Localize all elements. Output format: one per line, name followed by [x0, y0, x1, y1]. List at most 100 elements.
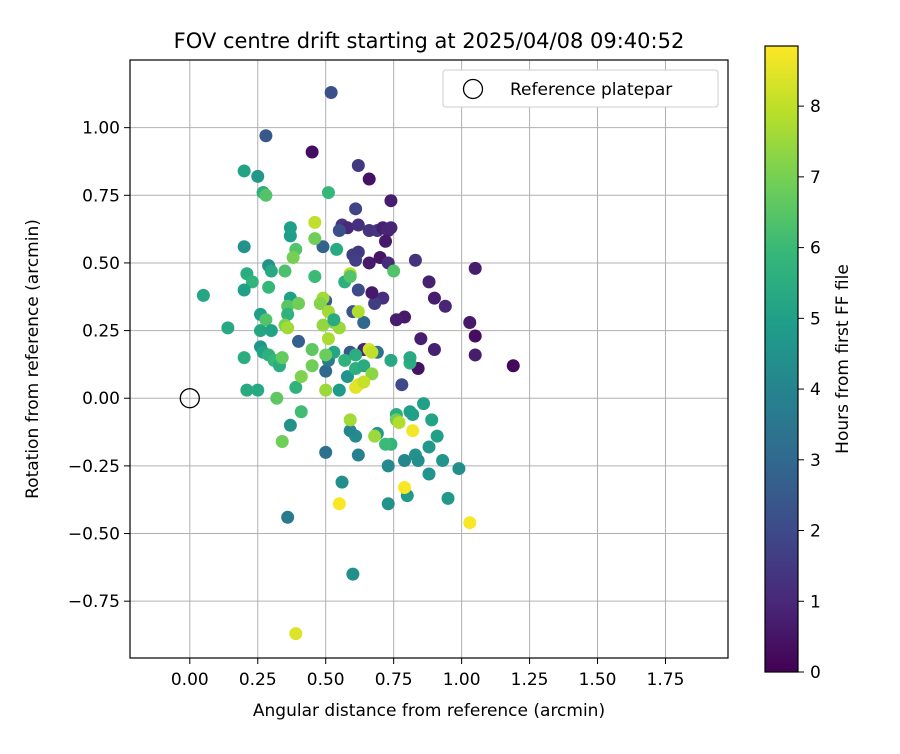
data-point: [251, 169, 265, 183]
data-point: [270, 391, 284, 405]
data-point: [319, 445, 333, 459]
colorbar-gradient: [764, 45, 799, 673]
data-point: [319, 364, 333, 378]
data-point: [351, 448, 365, 462]
data-point: [387, 264, 401, 278]
colorbar-ticks: 0 1 2 3 4 5 6 7 8: [798, 97, 821, 683]
data-point: [305, 343, 319, 357]
x-tick-label: 0.25: [239, 670, 277, 690]
chart-title: FOV centre drift starting at 2025/04/08 …: [174, 29, 685, 53]
data-point: [406, 407, 420, 421]
data-point: [294, 405, 308, 419]
data-point: [357, 359, 371, 373]
data-point: [289, 380, 303, 394]
data-point: [292, 334, 306, 348]
y-tick-label: 0.25: [82, 322, 120, 342]
data-point: [343, 424, 357, 438]
data-point: [357, 375, 371, 389]
data-point: [408, 253, 422, 267]
colorbar-tick-label: 1: [810, 592, 821, 612]
data-point: [343, 269, 357, 283]
data-point: [237, 164, 251, 178]
data-point: [305, 359, 319, 373]
data-point: [417, 397, 431, 411]
data-point: [351, 218, 365, 232]
data-point: [365, 345, 379, 359]
y-tick-label: 1.00: [82, 119, 120, 139]
data-point: [463, 315, 477, 329]
data-point: [281, 321, 295, 335]
x-tick-label: 1.00: [443, 670, 481, 690]
data-point: [308, 232, 322, 246]
data-point: [357, 315, 371, 329]
data-point: [351, 283, 365, 297]
data-point: [381, 459, 395, 473]
data-point: [237, 283, 251, 297]
data-point: [362, 256, 376, 270]
data-point: [392, 416, 406, 430]
data-point: [294, 370, 308, 384]
data-point: [452, 462, 466, 476]
colorbar-tick-label: 7: [810, 168, 821, 188]
data-point: [262, 280, 276, 294]
data-point: [259, 129, 273, 143]
data-point: [332, 497, 346, 511]
data-point: [441, 491, 455, 505]
data-point: [319, 348, 333, 362]
x-axis-ticks: 0.00 0.25 0.50 0.75 1.00 1.25 1.50 1.75: [171, 658, 684, 690]
data-point: [506, 359, 520, 373]
data-point: [259, 188, 273, 202]
data-points: [196, 85, 520, 641]
data-point: [330, 242, 344, 256]
data-point: [308, 269, 322, 283]
data-point: [319, 383, 333, 397]
data-point: [351, 305, 365, 319]
data-point: [414, 332, 428, 346]
data-point: [237, 351, 251, 365]
colorbar-tick-label: 4: [810, 380, 821, 400]
y-tick-label: 0.75: [82, 186, 120, 206]
data-point: [411, 453, 425, 467]
data-point: [349, 202, 363, 216]
data-point: [384, 353, 398, 367]
data-point: [332, 223, 346, 237]
colorbar-tick-label: 5: [810, 309, 821, 329]
y-tick-label: 0.50: [82, 254, 120, 274]
data-point: [365, 286, 379, 300]
y-tick-label: −0.75: [68, 592, 120, 612]
y-axis-label: Rotation from reference (arcmin): [23, 219, 43, 499]
colorbar-tick-label: 6: [810, 239, 821, 259]
data-point: [349, 348, 363, 362]
data-point: [316, 240, 330, 254]
data-point: [283, 221, 297, 235]
data-point: [305, 145, 319, 159]
colorbar: 0 1 2 3 4 5 6 7 8 Hours from first FF file: [764, 45, 853, 683]
legend-label: Reference platepar: [510, 80, 672, 100]
data-point: [327, 313, 341, 327]
data-point: [237, 240, 251, 254]
data-point: [379, 437, 393, 451]
data-point: [349, 253, 363, 267]
data-point: [463, 516, 477, 530]
x-tick-label: 1.50: [579, 670, 617, 690]
data-point: [425, 413, 439, 427]
data-point: [196, 288, 210, 302]
data-point: [430, 429, 444, 443]
data-point: [292, 297, 306, 311]
legend: Reference platepar: [442, 69, 719, 108]
data-point: [321, 332, 335, 346]
data-point: [406, 424, 420, 438]
colorbar-tick-label: 0: [810, 663, 821, 683]
y-tick-label: 0.00: [82, 389, 120, 409]
data-point: [275, 351, 289, 365]
data-point: [362, 172, 376, 186]
data-point: [316, 318, 330, 332]
plot-frame: [129, 59, 729, 659]
data-point: [340, 370, 354, 384]
colorbar-tick-label: 3: [810, 451, 821, 471]
data-point: [281, 510, 295, 524]
x-tick-label: 1.25: [511, 670, 549, 690]
grid-lines: [130, 60, 728, 658]
